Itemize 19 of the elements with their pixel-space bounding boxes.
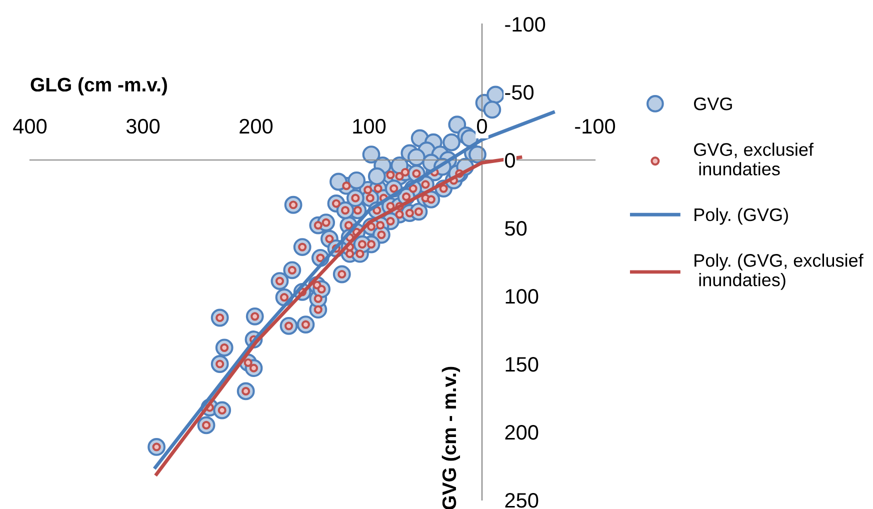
y-tick-label: 200 bbox=[505, 425, 538, 440]
legend-label: Poly. (GVG) bbox=[694, 208, 788, 225]
x-tick-label: 200 bbox=[240, 118, 273, 134]
x-tick-label: 100 bbox=[353, 118, 386, 134]
y-tick-label: -50 bbox=[505, 85, 534, 100]
legend-label: GVG, exclusief inundaties bbox=[694, 142, 814, 176]
y-tick-label: 250 bbox=[505, 493, 538, 508]
y-tick-label: -100 bbox=[505, 17, 546, 32]
x-tick-label: 400 bbox=[13, 118, 47, 134]
y-tick-label: 50 bbox=[505, 221, 527, 236]
x-tick-label: 0 bbox=[477, 118, 487, 134]
y-tick-label: 100 bbox=[506, 289, 538, 304]
y-tick-label: 0 bbox=[505, 153, 515, 168]
y-tick-label: 150 bbox=[506, 357, 538, 372]
x-axis-title: GLG (cm -m.v.) bbox=[30, 77, 167, 96]
x-tick-label: -100 bbox=[575, 118, 616, 134]
legend-label: GVG bbox=[694, 97, 732, 110]
legend-label: Poly. (GVG, exclusief inundaties) bbox=[694, 254, 864, 290]
x-tick-label: 300 bbox=[126, 118, 160, 134]
